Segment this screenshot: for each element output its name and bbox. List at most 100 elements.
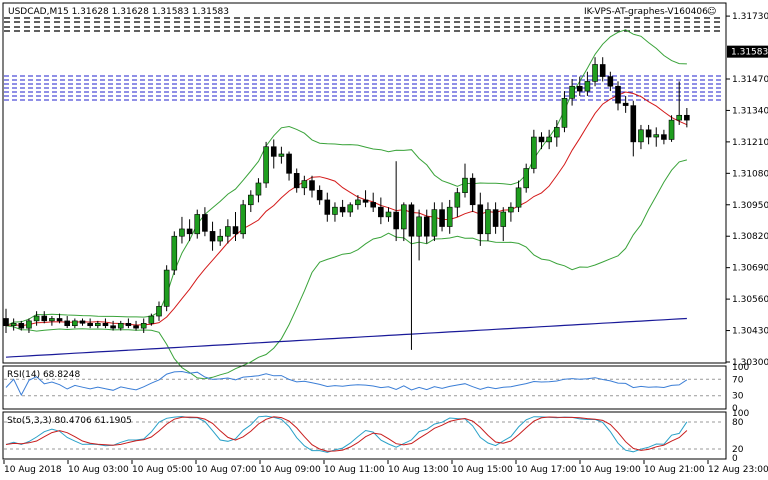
candle-body <box>485 209 491 235</box>
candle-body <box>378 206 384 218</box>
candle-body <box>10 322 17 327</box>
candle <box>339 199 346 217</box>
candle-body <box>607 76 614 87</box>
y-tick-label: 1.30300 <box>732 358 768 368</box>
candle <box>194 209 201 239</box>
candle-body <box>676 114 683 121</box>
candle <box>569 78 575 106</box>
candle <box>630 100 637 157</box>
candle <box>255 178 262 203</box>
candle-body <box>87 322 93 327</box>
candle-body <box>117 322 124 329</box>
candle-body <box>500 211 507 227</box>
x-tick-label: 12 Aug 23:00 <box>708 465 768 475</box>
candle <box>232 212 239 242</box>
x-tick-label: 10 Aug 21:00 <box>644 465 705 475</box>
candle-body <box>72 320 78 327</box>
candle-body <box>339 206 346 213</box>
candle-body <box>156 306 162 317</box>
candle-body <box>385 211 392 218</box>
y-tick-label: 1.30690 <box>732 264 768 274</box>
candle <box>117 320 124 331</box>
x-tick-label: 10 Aug 2018 <box>4 465 62 475</box>
candle-body <box>26 320 32 329</box>
y-tick-label: 1.31080 <box>732 169 768 179</box>
candle-body <box>217 235 223 242</box>
rsi-line <box>5 370 688 397</box>
candle <box>163 265 170 312</box>
candle-body <box>416 216 422 237</box>
sto-label: Sto(5,3,3) 80.4706 61.1905 <box>7 416 132 426</box>
candle-body <box>638 129 644 143</box>
candle-body <box>33 315 40 322</box>
candle <box>72 318 78 329</box>
x-tick-label: 10 Aug 19:00 <box>580 465 641 475</box>
y-tick-label: 1.30430 <box>732 327 768 337</box>
y-tick-label: 1.31210 <box>732 138 768 148</box>
candle <box>469 173 476 213</box>
candle <box>515 180 522 213</box>
candle-body <box>615 85 621 104</box>
candle <box>301 175 308 196</box>
candle <box>56 313 63 324</box>
candle <box>523 163 530 193</box>
candle-body <box>645 129 652 138</box>
y-tick-label: 1.31340 <box>732 106 768 116</box>
candle <box>599 57 606 82</box>
candle-body <box>553 127 560 138</box>
candle <box>423 209 430 244</box>
candle-body <box>393 211 399 230</box>
candle <box>240 199 246 239</box>
candle <box>362 190 369 208</box>
y-tick-label: 1.30560 <box>732 295 768 305</box>
x-tick-label: 10 Aug 05:00 <box>132 465 193 475</box>
candle <box>79 318 86 326</box>
candle-body <box>423 216 430 237</box>
candle-body <box>370 202 377 208</box>
candle-body <box>3 318 9 327</box>
candle <box>316 185 323 205</box>
candle-body <box>362 199 369 203</box>
candle <box>133 320 139 331</box>
candle-body <box>41 315 48 322</box>
candle-body <box>240 204 246 235</box>
candle-body <box>286 153 292 174</box>
candle <box>3 308 9 333</box>
candle-body <box>49 318 55 322</box>
candle <box>431 202 438 242</box>
candle-body <box>431 209 438 237</box>
candle-body <box>102 322 109 327</box>
candle-body <box>584 81 591 92</box>
candle-body <box>148 315 155 324</box>
candle <box>576 76 583 96</box>
candle-body <box>293 173 300 189</box>
x-tick-label: 10 Aug 03:00 <box>68 465 129 475</box>
candle-body <box>179 228 185 237</box>
candle-body <box>523 168 530 189</box>
candle <box>355 195 361 210</box>
candle-body <box>194 214 201 235</box>
candle-body <box>569 85 575 99</box>
candle-body <box>225 226 231 237</box>
candle <box>64 316 70 329</box>
candle <box>531 129 537 174</box>
candle-body <box>79 320 86 324</box>
candle <box>186 219 193 242</box>
x-tick-label: 10 Aug 13:00 <box>388 465 449 475</box>
candle <box>179 216 185 244</box>
x-tick-label: 10 Aug 17:00 <box>516 465 577 475</box>
candle <box>661 129 667 145</box>
candle <box>561 91 568 133</box>
candle <box>684 108 690 128</box>
candle-body <box>355 199 361 206</box>
x-tick-label: 10 Aug 09:00 <box>260 465 321 475</box>
time-axis: 10 Aug 2018 10 Aug 03:00 10 Aug 05:00 10 Au… <box>3 460 768 475</box>
candle-body <box>202 214 208 232</box>
price-marker-bg <box>727 45 768 58</box>
candle-body <box>316 189 323 201</box>
candle <box>378 197 384 225</box>
candle <box>538 132 545 150</box>
candle-body <box>576 85 583 92</box>
candle <box>41 311 48 324</box>
